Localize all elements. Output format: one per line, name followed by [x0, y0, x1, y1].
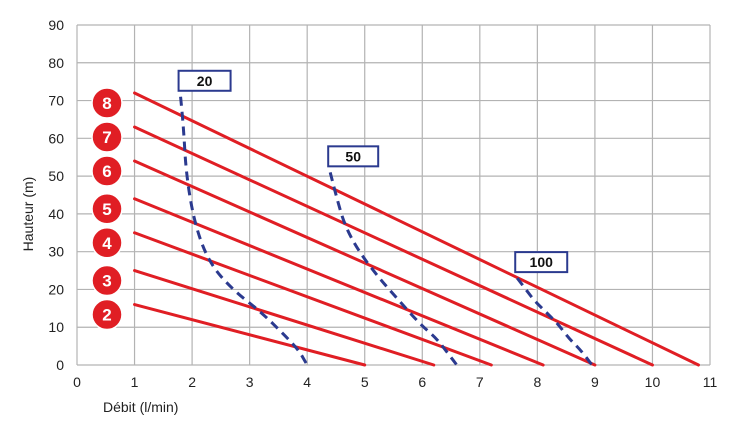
dashed-curve-50: [328, 171, 458, 366]
y-tick-label: 50: [48, 168, 64, 184]
series-line-5: [133, 197, 545, 367]
x-tick-label: 9: [591, 374, 599, 390]
series-badge-6: 6: [91, 155, 123, 187]
badge-label: 6: [102, 162, 111, 181]
y-axis-ticks: 0 10 20 30 40 50 60 70 80 90: [48, 17, 64, 373]
x-tick-label: 8: [533, 374, 541, 390]
badge-label: 5: [102, 200, 111, 219]
curve-label-text: 20: [197, 73, 213, 89]
x-tick-label: 1: [131, 374, 139, 390]
series-line-2: [133, 303, 367, 367]
y-tick-label: 40: [48, 206, 64, 222]
series-line-4: [133, 231, 493, 367]
series-badge-3: 3: [91, 264, 123, 297]
series-badge-7: 7: [91, 121, 123, 153]
series-line-6: [133, 159, 597, 367]
x-tick-label: 6: [418, 374, 426, 390]
y-tick-label: 90: [48, 17, 64, 33]
badge-circle: [91, 298, 123, 331]
x-tick-label: 11: [703, 374, 718, 390]
y-axis-title: Hauteur (m): [20, 177, 36, 252]
curve-label-box: [177, 69, 232, 92]
x-axis-ticks: 0 1 2 3 4 5 6 7 8 9 10 11: [73, 374, 717, 390]
badge-label: 2: [102, 306, 111, 325]
series-line-8: [133, 91, 700, 367]
curve-label-20: 20: [177, 69, 232, 92]
badge-label: 3: [102, 272, 111, 291]
badge-circle: [91, 264, 123, 297]
series-badge-5: 5: [91, 193, 123, 225]
badge-label: 8: [102, 94, 111, 113]
curve-label-text: 50: [345, 148, 361, 164]
y-tick-label: 80: [48, 55, 64, 71]
x-tick-label: 4: [303, 374, 311, 390]
curve-labels: 20 50 100: [177, 69, 569, 274]
x-tick-label: 7: [476, 374, 484, 390]
y-tick-label: 0: [56, 357, 64, 373]
y-tick-label: 10: [48, 319, 64, 335]
x-tick-label: 2: [188, 374, 196, 390]
series-line-7: [133, 125, 654, 367]
curve-label-box: [514, 251, 569, 274]
x-tick-label: 5: [361, 374, 369, 390]
badge-label: 7: [102, 128, 111, 147]
badge-circle: [91, 155, 123, 187]
dashed-curves: [179, 96, 594, 366]
badge-circle: [91, 227, 123, 259]
y-tick-label: 30: [48, 244, 64, 260]
curve-label-box: [327, 145, 380, 168]
x-tick-label: 10: [645, 374, 661, 390]
series-lines: [133, 91, 700, 367]
badge-circle: [91, 87, 123, 119]
y-tick-label: 60: [48, 130, 64, 146]
curve-label-50: 50: [327, 145, 380, 168]
badge-circle: [91, 121, 123, 153]
y-tick-label: 70: [48, 93, 64, 109]
x-tick-label: 3: [246, 374, 254, 390]
x-axis-title: Débit (l/min): [103, 399, 178, 415]
badge-label: 4: [102, 234, 112, 253]
series-line-3: [133, 269, 436, 367]
curve-label-100: 100: [514, 251, 569, 274]
dashed-curve-100: [516, 277, 594, 366]
series-badge-4: 4: [91, 227, 123, 259]
dashed-curve-20: [179, 96, 309, 366]
series-badge-2: 2: [91, 298, 123, 331]
y-tick-label: 20: [48, 281, 64, 297]
series-badges: 8 7 6 5 4 3 2: [91, 87, 123, 331]
badge-circle: [91, 193, 123, 225]
series-badge-8: 8: [91, 87, 123, 119]
x-tick-label: 0: [73, 374, 81, 390]
curve-label-text: 100: [530, 254, 554, 270]
